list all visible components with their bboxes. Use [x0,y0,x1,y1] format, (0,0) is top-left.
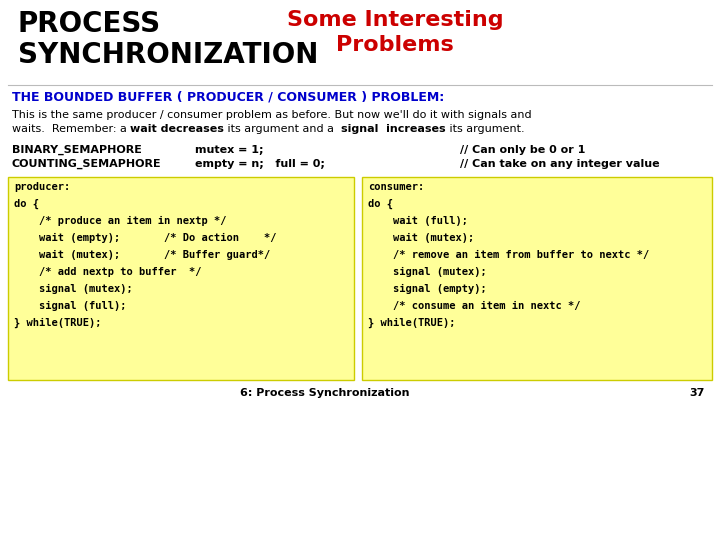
Text: 6: Process Synchronization: 6: Process Synchronization [240,388,410,398]
Text: consumer:: consumer: [368,182,424,192]
Text: empty = n;   full = 0;: empty = n; full = 0; [195,159,325,169]
Text: COUNTING_SEMAPHORE: COUNTING_SEMAPHORE [12,159,161,169]
Text: /* consume an item in nextc */: /* consume an item in nextc */ [368,301,580,311]
Text: wait (mutex);: wait (mutex); [368,233,474,243]
Text: its argument and a: its argument and a [224,124,341,134]
Text: wait (mutex);       /* Buffer guard*/: wait (mutex); /* Buffer guard*/ [14,250,270,260]
Text: } while(TRUE);: } while(TRUE); [14,318,102,328]
Text: producer:: producer: [14,182,71,192]
Text: do {: do { [14,199,39,209]
Text: PROCESS
SYNCHRONIZATION: PROCESS SYNCHRONIZATION [18,10,318,69]
Text: // Can take on any integer value: // Can take on any integer value [460,159,660,169]
Text: This is the same producer / consumer problem as before. But now we'll do it with: This is the same producer / consumer pro… [12,110,531,120]
Text: signal (empty);: signal (empty); [368,284,487,294]
Text: wait decreases: wait decreases [130,124,224,134]
Text: Some Interesting
Problems: Some Interesting Problems [287,10,503,55]
Text: wait (empty);       /* Do action    */: wait (empty); /* Do action */ [14,233,276,243]
Text: signal (mutex);: signal (mutex); [368,267,487,277]
Text: its argument.: its argument. [446,124,524,134]
Text: /* add nextp to buffer  */: /* add nextp to buffer */ [14,267,202,277]
Text: waits.  Remember: a: waits. Remember: a [12,124,130,134]
FancyBboxPatch shape [362,177,712,380]
FancyBboxPatch shape [8,177,354,380]
Text: signal  increases: signal increases [341,124,446,134]
Text: do {: do { [368,199,393,209]
Text: /* remove an item from buffer to nextc */: /* remove an item from buffer to nextc *… [368,250,649,260]
Text: /* produce an item in nextp */: /* produce an item in nextp */ [14,216,227,226]
Text: signal (mutex);: signal (mutex); [14,284,132,294]
Text: BINARY_SEMAPHORE: BINARY_SEMAPHORE [12,145,142,156]
Text: 37: 37 [690,388,705,398]
Text: signal (full);: signal (full); [14,301,127,311]
Text: } while(TRUE);: } while(TRUE); [368,318,456,328]
Text: // Can only be 0 or 1: // Can only be 0 or 1 [460,145,585,155]
Text: wait (full);: wait (full); [368,216,468,226]
Text: mutex = 1;: mutex = 1; [195,145,264,155]
Text: THE BOUNDED BUFFER ( PRODUCER / CONSUMER ) PROBLEM:: THE BOUNDED BUFFER ( PRODUCER / CONSUMER… [12,90,444,103]
